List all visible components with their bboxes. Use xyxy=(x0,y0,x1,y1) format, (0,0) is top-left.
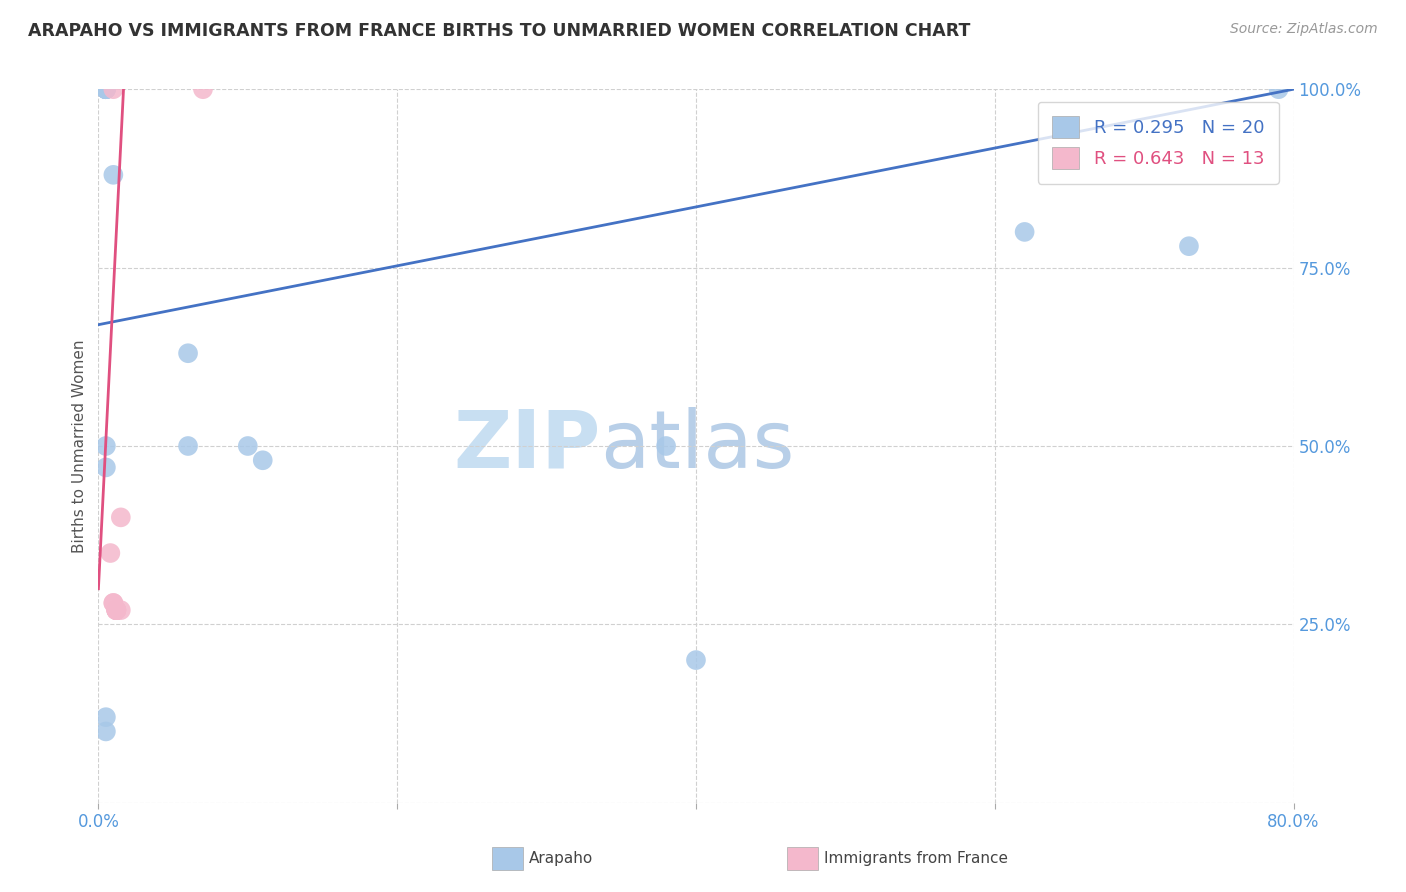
Text: ARAPAHO VS IMMIGRANTS FROM FRANCE BIRTHS TO UNMARRIED WOMEN CORRELATION CHART: ARAPAHO VS IMMIGRANTS FROM FRANCE BIRTHS… xyxy=(28,22,970,40)
Point xyxy=(655,439,678,453)
Point xyxy=(252,453,274,467)
Point xyxy=(685,653,707,667)
Point xyxy=(103,168,125,182)
Point xyxy=(98,546,122,560)
Text: atlas: atlas xyxy=(600,407,794,485)
Point xyxy=(103,596,125,610)
Point xyxy=(103,82,125,96)
Point xyxy=(110,603,132,617)
Point xyxy=(94,724,117,739)
Text: ZIP: ZIP xyxy=(453,407,600,485)
Point xyxy=(191,82,214,96)
Point xyxy=(105,603,128,617)
Point xyxy=(94,439,117,453)
Text: Source: ZipAtlas.com: Source: ZipAtlas.com xyxy=(1230,22,1378,37)
Point xyxy=(94,82,117,96)
Y-axis label: Births to Unmarried Women: Births to Unmarried Women xyxy=(72,339,87,553)
Point xyxy=(236,439,259,453)
Point xyxy=(105,603,128,617)
Point xyxy=(105,603,128,617)
Point xyxy=(105,603,128,617)
Text: Immigrants from France: Immigrants from France xyxy=(824,851,1008,866)
Point xyxy=(1014,225,1036,239)
Point xyxy=(1267,82,1289,96)
Point xyxy=(94,82,117,96)
Point xyxy=(103,596,125,610)
Point xyxy=(105,603,128,617)
Text: Arapaho: Arapaho xyxy=(529,851,593,866)
Point xyxy=(94,710,117,724)
Point xyxy=(94,82,117,96)
Legend: R = 0.295   N = 20, R = 0.643   N = 13: R = 0.295 N = 20, R = 0.643 N = 13 xyxy=(1038,102,1278,184)
Point xyxy=(1178,239,1201,253)
Point xyxy=(177,346,200,360)
Point xyxy=(94,82,117,96)
Point xyxy=(94,460,117,475)
Point xyxy=(105,603,128,617)
Point xyxy=(94,82,117,96)
Point xyxy=(110,510,132,524)
Point xyxy=(177,439,200,453)
Point xyxy=(94,82,117,96)
